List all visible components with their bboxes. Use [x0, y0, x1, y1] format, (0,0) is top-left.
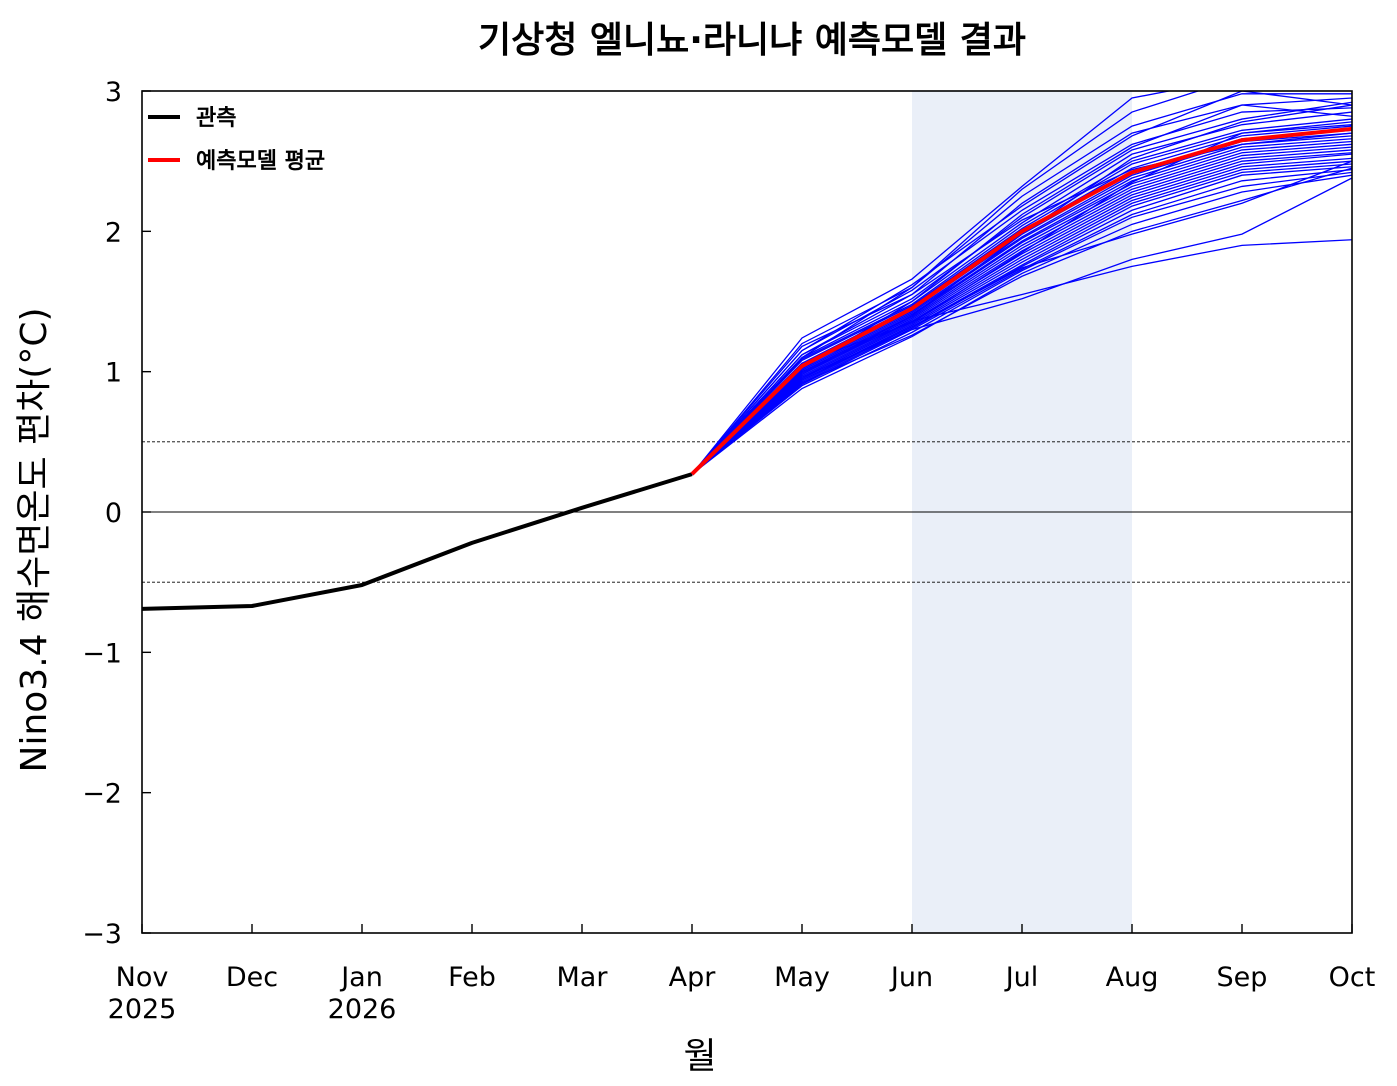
- y-tick-label-1: 2: [105, 217, 122, 248]
- x-tick-year-0: 2025: [108, 994, 177, 1025]
- x-axis-label: 월: [683, 1036, 716, 1077]
- ensemble-member-30: [691, 104, 1352, 475]
- ensemble-member-17: [691, 152, 1352, 475]
- ensemble-member-13: [691, 140, 1352, 475]
- series-line-0: [142, 472, 693, 611]
- ensemble-member-24: [691, 171, 1352, 475]
- ensemble-member-0: [691, 91, 1173, 475]
- y-axis-label: Nino3.4 해수면온도 편차(°C): [14, 308, 55, 773]
- chart-title: 기상청 엘니뇨·라니냐 예측모델 결과: [478, 20, 1026, 61]
- series-line-1: [690, 126, 1352, 476]
- ensemble-member-23: [691, 168, 1352, 475]
- x-tick-label-9: Aug: [1106, 962, 1159, 993]
- ensemble-member-33: [691, 167, 1352, 475]
- x-tick-label-6: May: [774, 962, 830, 993]
- ensemble-member-31: [691, 104, 1352, 475]
- y-tick-label-2: 1: [105, 358, 122, 389]
- x-tick-label-1: Dec: [226, 962, 278, 993]
- ensemble-member-21: [691, 163, 1352, 475]
- legend-label-0: 관측: [196, 106, 236, 131]
- x-tick-year-2: 2026: [328, 994, 397, 1025]
- x-tick-label-3: Feb: [448, 962, 496, 993]
- y-tick-label-4: −1: [82, 638, 122, 669]
- x-tick-label-0: Nov: [116, 962, 169, 993]
- ensemble-member-15: [691, 146, 1352, 475]
- ensemble-member-27: [691, 177, 1352, 475]
- legend-label-1: 예측모델 평균: [196, 149, 325, 174]
- ensemble-member-1: [691, 93, 1352, 475]
- x-tick-label-8: Jul: [1004, 962, 1039, 993]
- x-tick-label-11: Oct: [1329, 962, 1376, 993]
- y-tick-label-0: 3: [105, 77, 122, 108]
- x-tick-label-4: Mar: [557, 962, 609, 993]
- y-tick-label-3: 0: [105, 498, 122, 529]
- ensemble-member-26: [691, 239, 1352, 475]
- y-tick-label-5: −2: [82, 779, 122, 810]
- ensemble-member-32: [691, 124, 1352, 475]
- ensemble-member-34: [691, 132, 1352, 475]
- x-tick-label-7: Jun: [889, 962, 933, 993]
- ensemble-member-25: [691, 174, 1352, 475]
- x-tick-label-10: Sep: [1217, 962, 1268, 993]
- ensemble-member-6: [691, 118, 1352, 475]
- x-tick-label-5: Apr: [669, 962, 717, 993]
- ensemble-member-29: [691, 91, 1352, 475]
- x-tick-label-2: Jan: [339, 962, 383, 993]
- ensemble-member-19: [691, 157, 1352, 475]
- ensemble-member-35: [691, 160, 1352, 475]
- y-tick-label-6: −3: [82, 919, 122, 950]
- ensemble-member-28: [691, 91, 1201, 475]
